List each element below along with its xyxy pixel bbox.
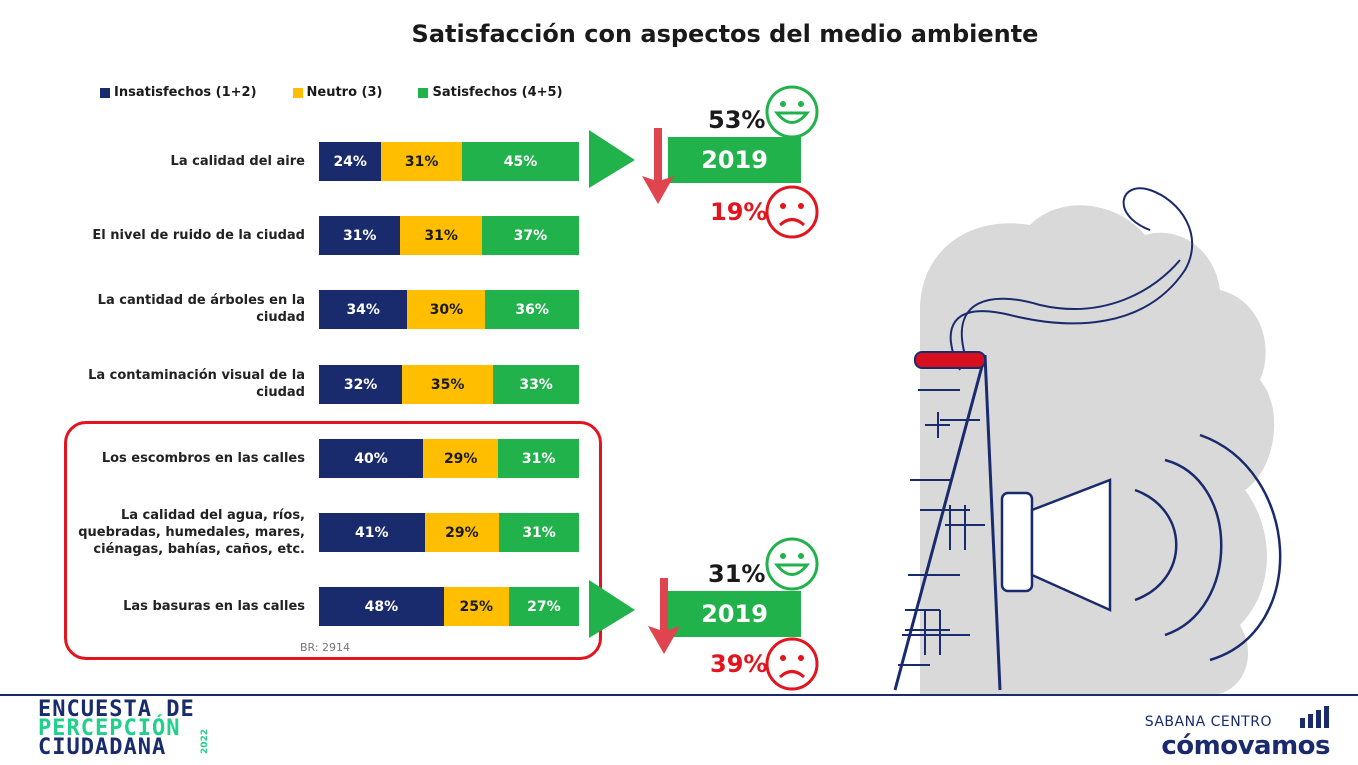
data-label: 41% — [355, 524, 389, 541]
bar-segment-insatisfechos: 24% — [319, 142, 382, 181]
comparison-year-box: 2019 — [668, 591, 801, 637]
stacked-bar: 34% 30% 36% — [319, 290, 579, 329]
data-label: 35% — [430, 376, 465, 393]
comparison-satisfied-value: 53% — [708, 106, 766, 134]
logo-year: 2022 — [200, 728, 210, 754]
category-label: Las basuras en las calles — [123, 598, 305, 614]
legend: Insatisfechos (1+2) Neutro (3) Satisfech… — [100, 85, 563, 100]
legend-label-insatisfechos: Insatisfechos (1+2) — [114, 85, 257, 100]
stacked-bar: 31% 31% 37% — [319, 216, 579, 255]
data-label: 31% — [342, 227, 377, 244]
bar-segment-neutro: 25% — [443, 587, 509, 626]
category-label: El nivel de ruido de la ciudad — [92, 227, 305, 243]
comparison-satisfied-value: 31% — [708, 560, 766, 588]
bar-segment-insatisfechos: 31% — [319, 216, 401, 255]
down-arrow-icon — [648, 578, 680, 654]
bar-segment-insatisfechos: 41% — [319, 513, 425, 552]
smiley-happy-icon — [765, 85, 819, 139]
bar-segment-neutro: 35% — [402, 365, 494, 404]
data-label: 30% — [429, 301, 464, 318]
category-label: La calidad del aire — [170, 153, 305, 169]
play-triangle-icon — [589, 130, 635, 188]
data-label: 48% — [364, 598, 399, 615]
data-label: 36% — [515, 301, 549, 318]
smiley-sad-icon — [765, 637, 819, 691]
play-triangle-icon — [589, 580, 635, 638]
legend-label-neutro: Neutro (3) — [306, 85, 383, 100]
bar-segment-satisfechos: 37% — [481, 216, 579, 255]
stacked-bar: 24% 31% 45% — [319, 142, 579, 181]
data-label: 33% — [519, 376, 553, 393]
bar-segment-neutro: 29% — [423, 439, 499, 478]
category-label: La cantidad de árboles en la ciudad — [97, 293, 305, 325]
data-label: 25% — [459, 598, 494, 615]
category-label: La contaminación visual de la ciudad — [88, 368, 305, 400]
stacked-bar: 40% 29% 31% — [319, 439, 579, 478]
legend-swatch-satisfechos — [418, 87, 429, 98]
chart-title: Satisfacción con aspectos del medio ambi… — [411, 20, 1039, 48]
data-label: 24% — [333, 153, 367, 170]
comparison-dissatisfied-value: 39% — [710, 650, 768, 678]
data-label: 29% — [445, 524, 479, 541]
bar-segment-neutro: 31% — [400, 216, 482, 255]
bar-segment-satisfechos: 31% — [498, 439, 579, 478]
bar-chart-icon — [1300, 706, 1329, 728]
bar-segment-satisfechos: 27% — [508, 587, 579, 626]
stacked-bar: 48% 25% 27% — [319, 587, 579, 626]
data-label: 31% — [521, 450, 556, 467]
data-label: 31% — [404, 153, 439, 170]
logo-line-2: PERCEPCIÓN — [38, 716, 181, 741]
comparison-year-box: 2019 — [668, 137, 801, 183]
smiley-sad-icon — [765, 185, 819, 239]
bar-segment-neutro: 30% — [407, 290, 486, 329]
bar-segment-neutro: 29% — [424, 513, 500, 552]
bar-segment-insatisfechos: 34% — [319, 290, 408, 329]
factory-chimney-illustration — [893, 187, 1282, 695]
data-label: 45% — [503, 153, 538, 170]
base-note: BR: 2914 — [300, 641, 351, 654]
legend-item-neutro: Neutro (3) — [292, 85, 383, 100]
legend-item-satisfechos: Satisfechos (4+5) — [418, 85, 563, 100]
stacked-bar: 41% 29% 31% — [319, 513, 579, 552]
data-label: 34% — [346, 301, 380, 318]
bar-segment-insatisfechos: 48% — [319, 587, 444, 626]
data-label: 31% — [522, 524, 556, 541]
bar-segment-satisfechos: 45% — [461, 142, 579, 181]
data-label: 27% — [527, 598, 561, 615]
data-label: 29% — [443, 450, 478, 467]
legend-swatch-insatisfechos — [100, 87, 110, 98]
bar-segment-satisfechos: 31% — [499, 513, 579, 552]
bar-segment-insatisfechos: 40% — [319, 439, 423, 478]
category-label: La calidad del agua, ríos, quebradas, hu… — [78, 507, 305, 557]
bar-segment-neutro: 31% — [381, 142, 462, 181]
sabana-centro-label: SABANA CENTRO — [1144, 714, 1272, 730]
highlight-box — [64, 421, 602, 660]
comparison-dissatisfied-value: 19% — [710, 198, 768, 226]
bar-segment-insatisfechos: 32% — [319, 365, 403, 404]
legend-item-insatisfechos: Insatisfechos (1+2) — [100, 85, 257, 100]
legend-swatch-neutro — [292, 87, 303, 98]
data-label: 40% — [354, 450, 388, 467]
data-label: 32% — [343, 376, 378, 393]
data-label: 31% — [424, 227, 458, 244]
smiley-happy-icon — [765, 537, 819, 591]
stacked-bar: 32% 35% 33% — [319, 365, 579, 404]
bar-segment-satisfechos: 36% — [485, 290, 579, 329]
data-label: 37% — [513, 227, 548, 244]
logo-line-1: ENCUESTA DE — [38, 697, 195, 722]
category-label: Los escombros en las calles — [101, 450, 305, 466]
footer-divider — [0, 694, 1358, 696]
logo-line-3: CIUDADANA — [38, 735, 167, 760]
bar-segment-satisfechos: 33% — [493, 365, 579, 404]
legend-label-satisfechos: Satisfechos (4+5) — [432, 85, 563, 100]
comovamos-logo: cómovamos — [1161, 731, 1330, 761]
down-arrow-icon — [642, 128, 674, 204]
encuesta-logo: ENCUESTA DE PERCEPCIÓN CIUDADANA — [38, 697, 195, 760]
